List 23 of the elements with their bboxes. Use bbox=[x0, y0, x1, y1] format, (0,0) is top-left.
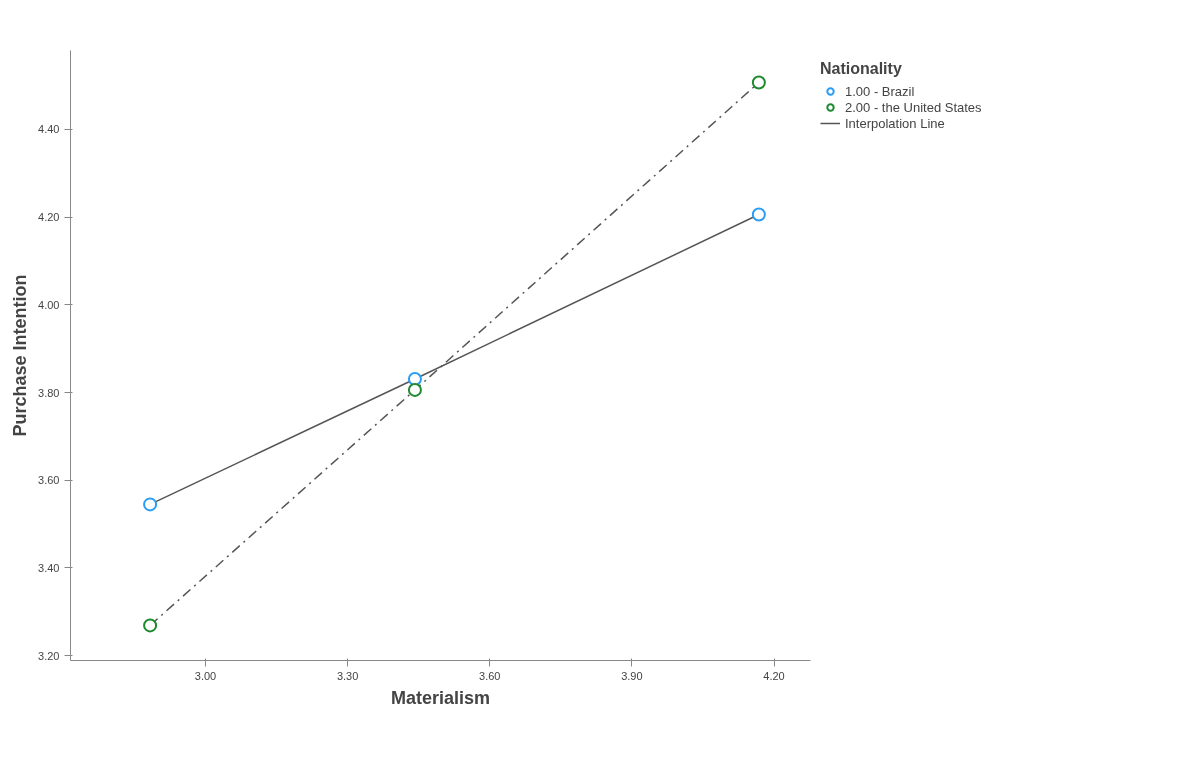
legend-label: 2.00 - the United States bbox=[845, 99, 982, 115]
x-axis-title: Materialism bbox=[390, 687, 491, 708]
point bbox=[751, 75, 766, 90]
x-tick-label: 3.30 bbox=[336, 669, 359, 682]
point bbox=[143, 618, 158, 633]
x-tick-label: 3.60 bbox=[479, 669, 501, 682]
point bbox=[751, 207, 766, 222]
y-tick-label: 3.20 bbox=[38, 649, 60, 662]
y-tick-label: 4.40 bbox=[38, 123, 60, 136]
x-tick-label: 4.20 bbox=[763, 669, 785, 682]
y-tick-label: 4.00 bbox=[38, 298, 60, 311]
x-tick-label: 3.00 bbox=[194, 669, 217, 682]
legend-label: 1.00 - Brazil bbox=[845, 83, 915, 99]
point bbox=[407, 382, 422, 397]
y-tick-label: 3.40 bbox=[38, 561, 60, 574]
y-tick-label: 4.20 bbox=[38, 211, 60, 224]
legend-label: Interpolation Line bbox=[845, 115, 945, 131]
y-tick-label: 3.80 bbox=[38, 386, 60, 399]
legend-title: Nationality bbox=[820, 60, 903, 78]
y-axis-title: Purchase Intention bbox=[10, 274, 31, 437]
point bbox=[143, 497, 158, 512]
y-tick-label: 3.60 bbox=[38, 474, 60, 487]
x-tick-label: 3.90 bbox=[621, 669, 643, 682]
